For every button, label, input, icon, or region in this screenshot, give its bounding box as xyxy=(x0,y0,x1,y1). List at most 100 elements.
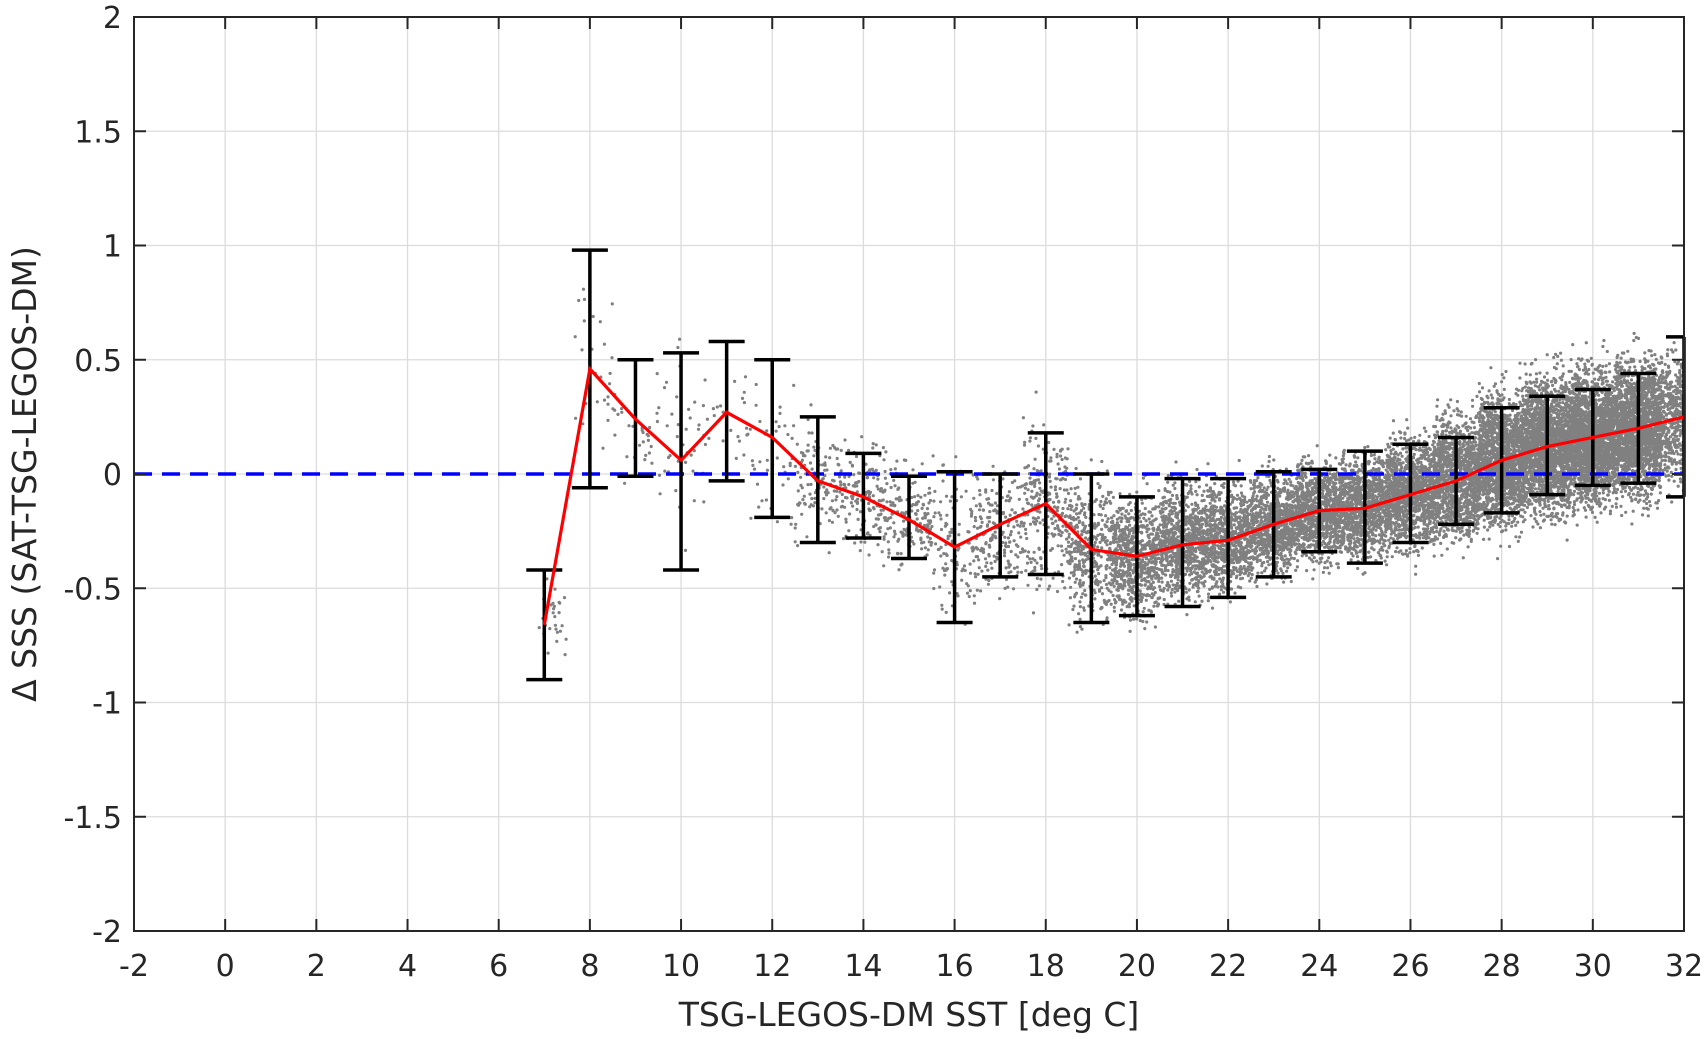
scatter-point xyxy=(662,386,667,390)
scatter-point xyxy=(932,571,936,575)
scatter-point xyxy=(1097,572,1101,576)
scatter-point xyxy=(1160,553,1164,557)
scatter-point xyxy=(1264,566,1268,570)
scatter-point xyxy=(1140,596,1144,600)
scatter-point xyxy=(950,559,954,563)
scatter-point xyxy=(655,419,660,424)
scatter-point xyxy=(1094,498,1098,502)
scatter-point xyxy=(1170,522,1174,526)
scatter-point xyxy=(1231,480,1236,484)
scatter-point xyxy=(820,507,824,511)
scatter-point xyxy=(868,468,872,472)
scatter-point xyxy=(1216,560,1220,564)
scatter-point xyxy=(1019,570,1024,574)
scatter-point xyxy=(1173,481,1177,485)
scatter-point xyxy=(1118,597,1122,602)
scatter-point xyxy=(858,549,862,553)
scatter-point xyxy=(807,431,811,435)
scatter-point xyxy=(1215,580,1219,584)
scatter-point xyxy=(1300,458,1304,462)
scatter-point xyxy=(1081,560,1086,565)
scatter-point xyxy=(1118,544,1122,548)
scatter-point xyxy=(871,442,875,446)
scatter-point xyxy=(1085,531,1089,535)
scatter-point xyxy=(1235,574,1239,578)
scatter-point xyxy=(1123,546,1128,550)
scatter-point xyxy=(1031,424,1035,428)
scatter-point xyxy=(1056,524,1060,528)
scatter-point xyxy=(1160,559,1164,563)
scatter-point xyxy=(1185,613,1189,617)
scatter-point xyxy=(995,504,1000,508)
scatter-point xyxy=(821,463,825,467)
scatter-point xyxy=(878,513,882,517)
scatter-point xyxy=(1290,530,1295,534)
scatter-point xyxy=(1144,557,1148,561)
scatter-point xyxy=(943,573,947,577)
scatter-point xyxy=(606,395,610,399)
scatter-point xyxy=(1276,500,1280,504)
scatter-point xyxy=(888,526,893,530)
scatter-point xyxy=(977,566,981,570)
scatter-point xyxy=(929,543,933,547)
scatter-point xyxy=(839,505,844,509)
scatter-point xyxy=(1286,488,1290,492)
scatter-point xyxy=(1150,522,1154,527)
scatter-point xyxy=(901,534,905,538)
scatter-point xyxy=(1142,516,1146,520)
scatter-point xyxy=(1034,390,1038,394)
scatter-point xyxy=(892,529,897,533)
scatter-point xyxy=(1104,576,1108,580)
scatter-point xyxy=(1264,496,1268,501)
scatter-point xyxy=(684,427,688,431)
scatter-point xyxy=(1006,494,1010,498)
scatter-point xyxy=(1246,523,1250,527)
scatter-point xyxy=(1212,564,1216,568)
scatter-point xyxy=(1073,492,1077,496)
scatter-point xyxy=(876,477,880,481)
scatter-point xyxy=(1118,572,1122,577)
scatter-point xyxy=(1288,553,1292,557)
scatter-point xyxy=(1026,488,1030,492)
scatter-point xyxy=(1251,566,1255,570)
scatter-point xyxy=(702,500,706,504)
scatter-point xyxy=(1165,489,1170,494)
scatter-point xyxy=(595,400,599,404)
scatter-point xyxy=(582,319,586,323)
scatter-point xyxy=(1082,506,1086,510)
scatter-point xyxy=(1032,467,1036,471)
scatter-point xyxy=(1145,482,1149,486)
scatter-point xyxy=(1047,475,1051,479)
scatter-point xyxy=(1033,484,1037,488)
scatter-point xyxy=(627,424,631,428)
scatter-point xyxy=(1106,517,1110,521)
scatter-point xyxy=(655,411,659,415)
scatter-point xyxy=(1204,561,1208,565)
scatter-point xyxy=(887,551,891,555)
scatter-point xyxy=(1058,487,1062,491)
scatter-point xyxy=(1021,507,1025,511)
scatter-point xyxy=(1096,582,1100,586)
scatter-point xyxy=(916,493,920,498)
scatter-point xyxy=(940,603,944,607)
scatter-point xyxy=(1236,557,1240,561)
scatter-point xyxy=(1084,515,1088,520)
scatter-point xyxy=(1206,528,1210,532)
scatter-point xyxy=(801,498,805,502)
scatter-point xyxy=(936,547,941,552)
scatter-point xyxy=(1267,454,1271,459)
scatter-point xyxy=(1112,609,1116,613)
scatter-point xyxy=(1289,579,1293,584)
scatter-point xyxy=(810,467,814,471)
scatter-point xyxy=(1036,529,1040,533)
scatter-point xyxy=(1161,572,1165,576)
scatter-point xyxy=(1021,416,1025,420)
scatter-point xyxy=(553,587,557,591)
scatter-point xyxy=(1266,560,1270,564)
scatter-point xyxy=(1110,562,1114,567)
scatter-point xyxy=(1126,604,1130,608)
scatter-point xyxy=(1036,516,1040,520)
scatter-point xyxy=(1189,556,1193,560)
scatter-point xyxy=(1239,484,1243,488)
scatter-point xyxy=(1254,479,1259,483)
